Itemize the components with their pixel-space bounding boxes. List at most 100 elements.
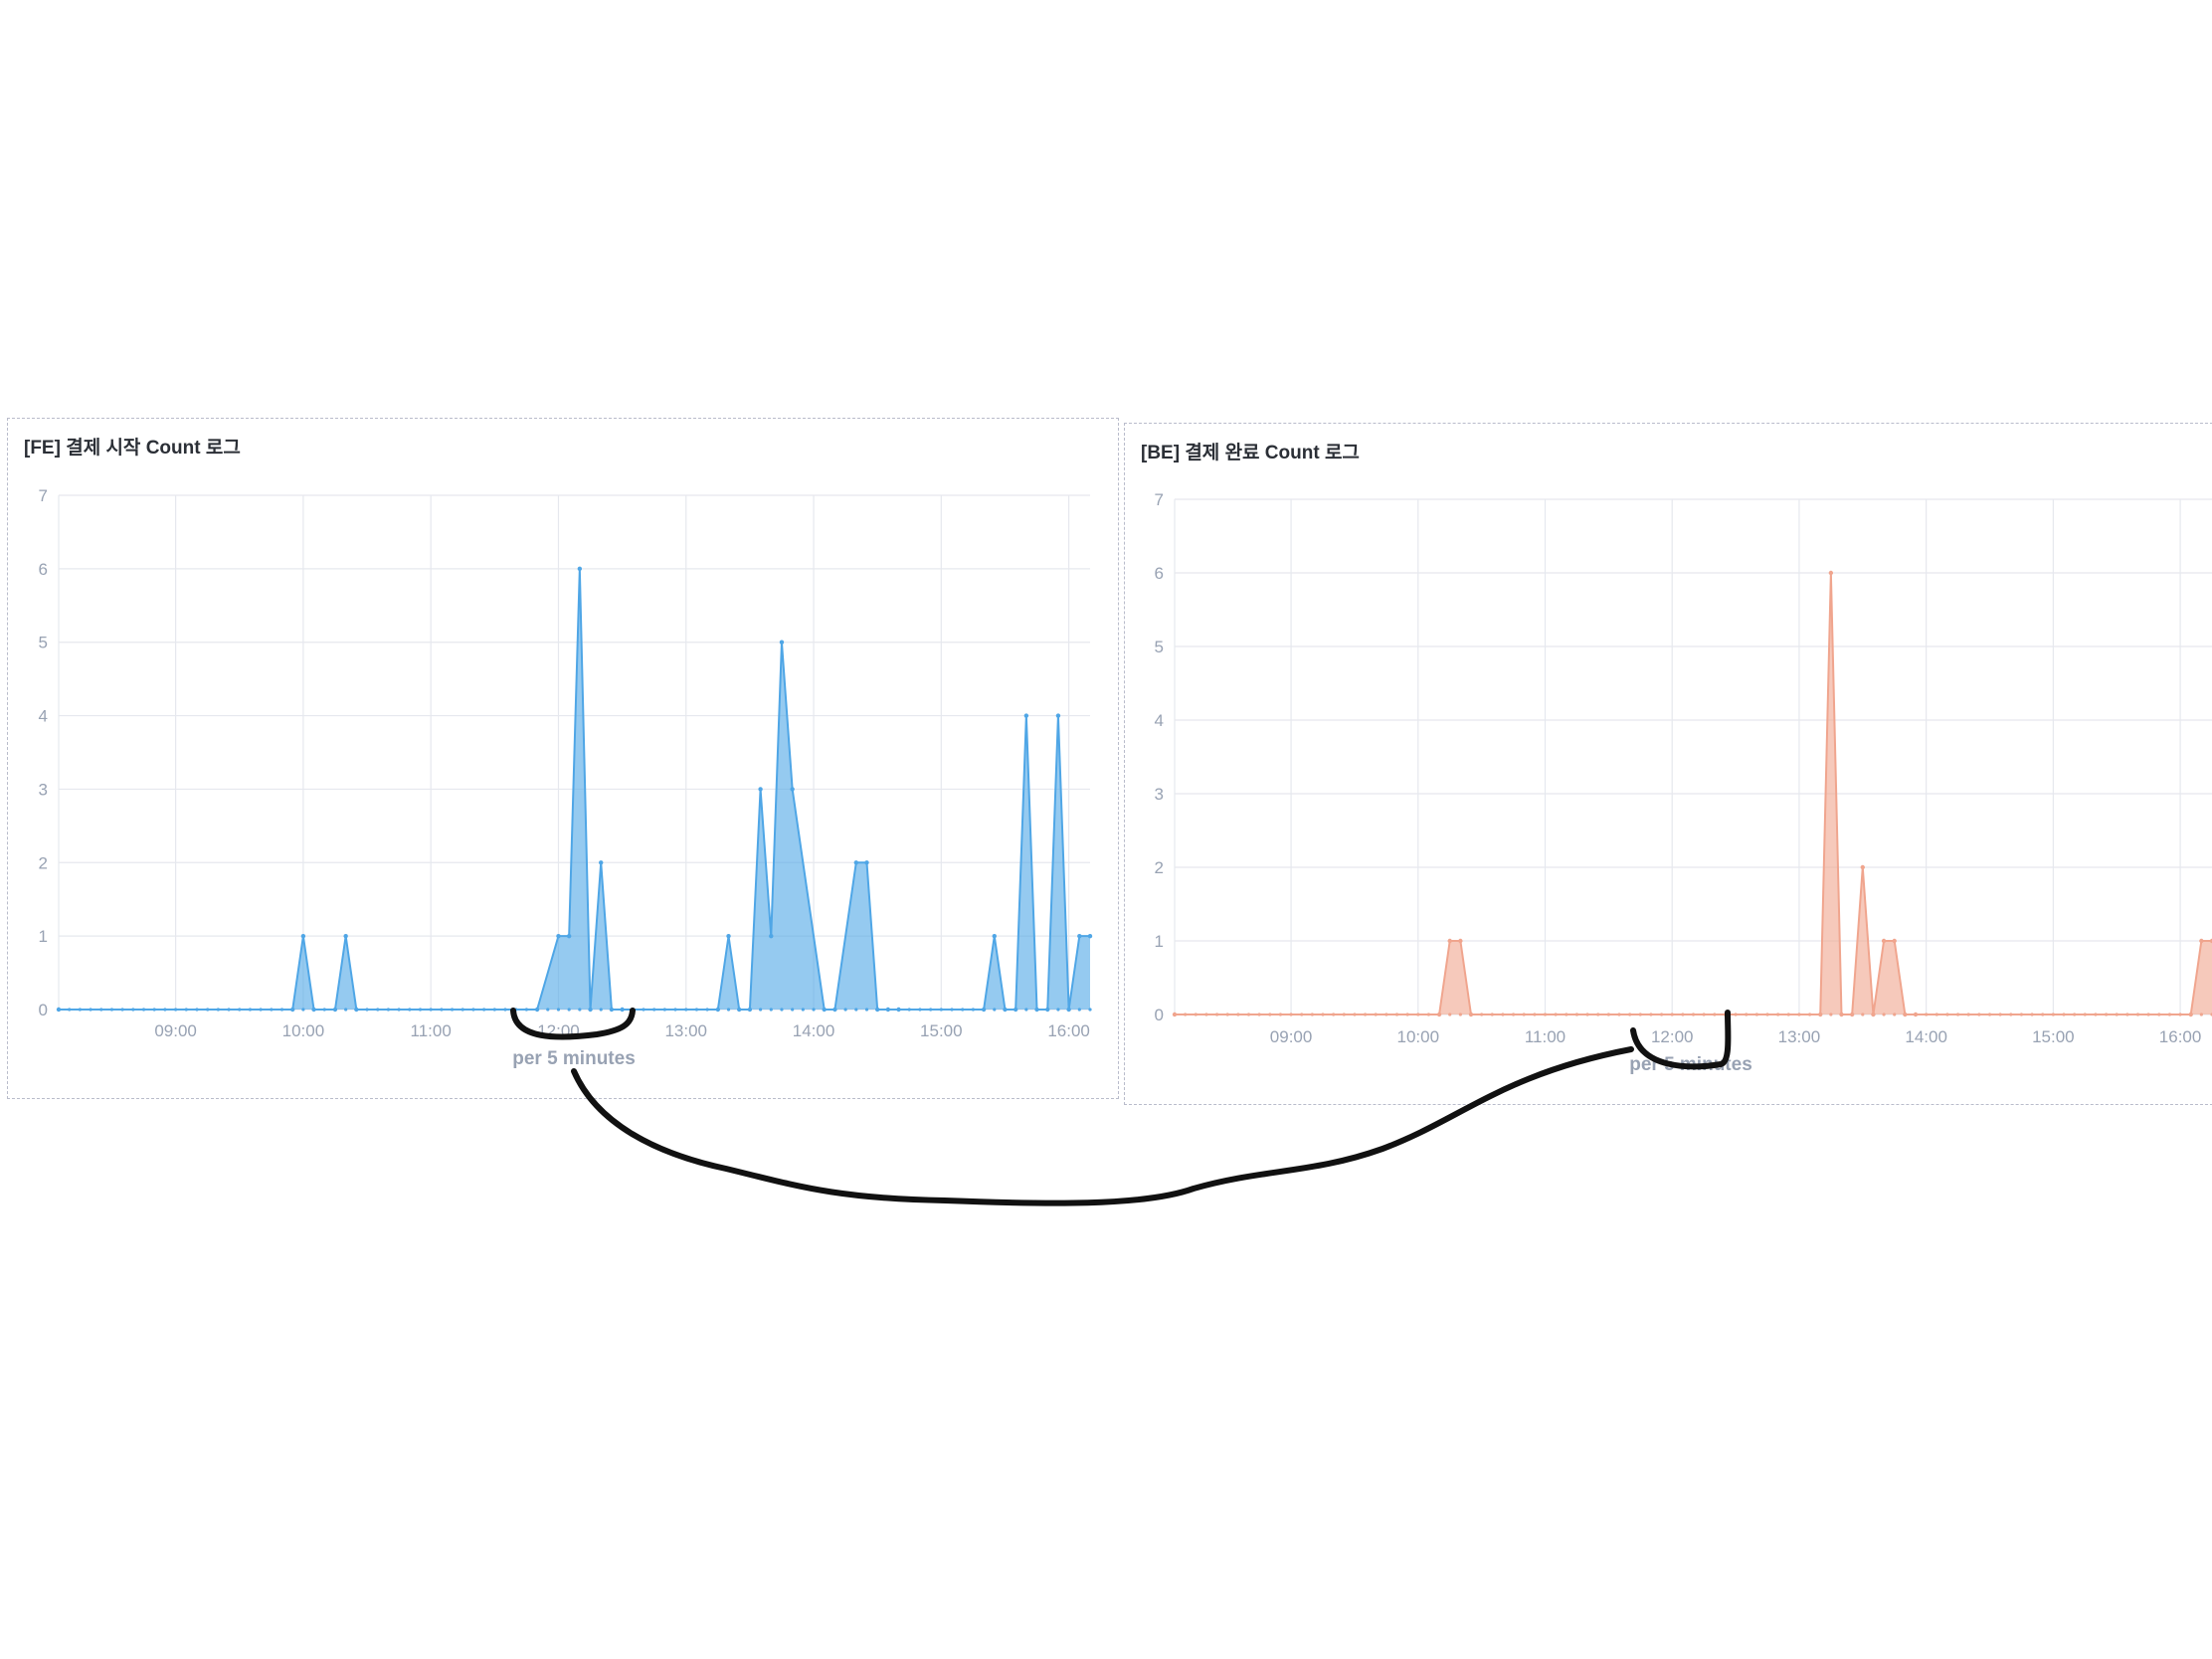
be-baseline-dot (1585, 1013, 1589, 1016)
fe-baseline-dot (982, 1008, 986, 1012)
be-baseline-dot (1268, 1013, 1272, 1016)
fe-y-tick-6: 6 (39, 560, 48, 579)
be-baseline-dot (1437, 1013, 1441, 1016)
fe-baseline-dot (843, 1008, 847, 1012)
be-x-tick-1: 10:00 (1397, 1027, 1440, 1046)
fe-baseline-dot (440, 1008, 444, 1012)
be-baseline-dot (1533, 1013, 1537, 1016)
fe-baseline-dot (599, 1008, 603, 1012)
be-baseline-dot (1310, 1013, 1314, 1016)
fe-point-37 (1055, 713, 1061, 718)
fe-baseline-dot (1056, 1008, 1060, 1012)
fe-point-34 (1023, 713, 1029, 718)
be-point-9 (1860, 864, 1865, 870)
fe-baseline-dot (227, 1008, 231, 1012)
fe-baseline-dot (737, 1008, 741, 1012)
be-baseline-dot (1861, 1013, 1865, 1016)
be-baseline-dot (2115, 1013, 2119, 1016)
fe-baseline-dot (673, 1008, 677, 1012)
fe-baseline-dot (578, 1008, 582, 1012)
fe-baseline-dot (907, 1008, 911, 1012)
be-baseline-dot (1713, 1013, 1717, 1016)
fe-baseline-dot (344, 1008, 348, 1012)
be-x-tick-4: 13:00 (1778, 1027, 1821, 1046)
fe-x-axis-label: per 5 minutes (512, 1048, 636, 1069)
fe-baseline-dot (588, 1008, 593, 1012)
be-baseline-dot (1638, 1013, 1642, 1016)
fe-baseline-dot (279, 1008, 284, 1012)
be-baseline-dot (1807, 1013, 1812, 1016)
annotation-bracket-right (1630, 1010, 1732, 1070)
fe-y-tick-1: 1 (39, 927, 48, 946)
fe-baseline-dot (120, 1008, 124, 1012)
be-baseline-dot (1914, 1013, 1918, 1016)
be-baseline-dot (1342, 1013, 1346, 1016)
fe-point-9 (566, 933, 572, 939)
fe-baseline-dot (68, 1008, 72, 1012)
be-baseline-dot (2135, 1013, 2140, 1016)
fe-baseline-dot (259, 1008, 263, 1012)
be-baseline-dot (2146, 1013, 2150, 1016)
fe-baseline-dot (270, 1008, 274, 1012)
be-baseline-dot (1469, 1013, 1473, 1016)
be-baseline-dot (2157, 1013, 2161, 1016)
fe-baseline-dot (662, 1008, 666, 1012)
be-baseline-dot (2073, 1013, 2077, 1016)
be-baseline-dot (1925, 1013, 1929, 1016)
fe-point-2 (300, 933, 306, 939)
fe-point-25 (853, 860, 859, 865)
fe-baseline-dot (163, 1008, 167, 1012)
fe-baseline-dot (726, 1008, 731, 1012)
fe-baseline-dot (397, 1008, 401, 1012)
fe-y-tick-2: 2 (39, 853, 48, 872)
be-baseline-dot (1839, 1013, 1844, 1016)
fe-baseline-dot (78, 1008, 82, 1012)
be-baseline-dot (1850, 1013, 1854, 1016)
annotation-bracket-left (510, 1008, 636, 1040)
fe-baseline-dot (376, 1008, 380, 1012)
be-baseline-dot (2062, 1013, 2066, 1016)
fe-baseline-dot (461, 1008, 464, 1012)
fe-point-22 (790, 787, 795, 792)
be-baseline-dot (1257, 1013, 1261, 1016)
be-baseline-dot (1702, 1013, 1706, 1016)
be-baseline-dot (1574, 1013, 1579, 1016)
fe-baseline-dot (652, 1008, 656, 1012)
be-baseline-dot (2051, 1013, 2055, 1016)
fe-baseline-dot (875, 1008, 879, 1012)
be-baseline-dot (1617, 1013, 1621, 1016)
fe-baseline-dot (109, 1008, 114, 1012)
fe-baseline-dot (546, 1008, 550, 1012)
be-baseline-dot (1353, 1013, 1357, 1016)
fe-point-31 (992, 933, 997, 939)
be-baseline-dot (1628, 1013, 1632, 1016)
fe-baseline-dot (206, 1008, 210, 1012)
be-baseline-dot (1458, 1013, 1462, 1016)
fe-baseline-dot (961, 1008, 965, 1012)
fe-point-39 (1077, 933, 1082, 939)
be-baseline-dot (1935, 1013, 1938, 1016)
be-baseline-dot (1490, 1013, 1494, 1016)
fe-baseline-dot (311, 1008, 316, 1012)
be-baseline-dot (1278, 1013, 1283, 1016)
be-baseline-dot (1882, 1013, 1886, 1016)
fe-baseline-dot (1067, 1008, 1071, 1012)
fe-x-tick-0: 09:00 (154, 1021, 197, 1040)
fe-baseline-dot (301, 1008, 305, 1012)
be-baseline-dot (1606, 1013, 1610, 1016)
fe-baseline-dot (482, 1008, 486, 1012)
fe-baseline-dot (290, 1008, 294, 1012)
fe-baseline-dot (929, 1008, 933, 1012)
fe-baseline-dot (748, 1008, 752, 1012)
be-baseline-dot (1955, 1013, 1960, 1016)
fe-point-8 (556, 933, 561, 939)
be-baseline-dot (1754, 1013, 1758, 1016)
fe-baseline-dot (1034, 1008, 1039, 1012)
be-x-tick-5: 14:00 (1905, 1027, 1947, 1046)
fe-series-area-0 (59, 568, 1090, 1010)
be-baseline-dot (2041, 1013, 2045, 1016)
fe-x-tick-4: 13:00 (664, 1021, 707, 1040)
fe-baseline-dot (152, 1008, 156, 1012)
fe-baseline-dot (705, 1008, 709, 1012)
